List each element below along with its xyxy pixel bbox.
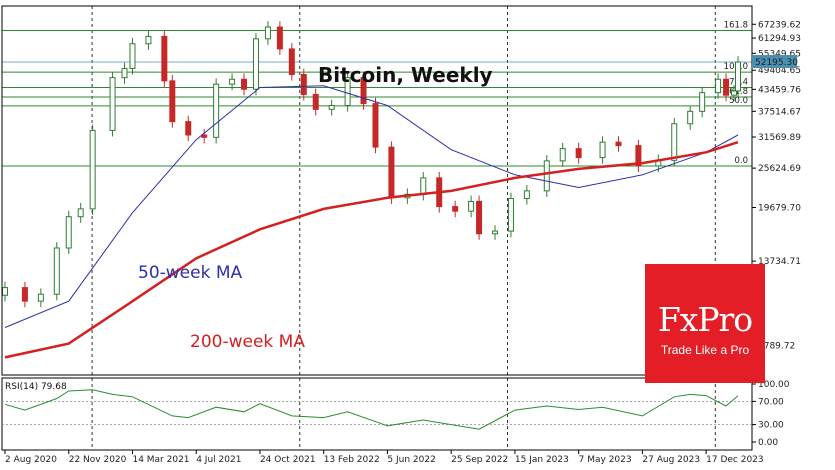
date-tick-label: 25 Sep 2022 — [451, 455, 508, 465]
ma200-label: 200-week MA — [190, 332, 305, 352]
candle-body — [201, 134, 208, 138]
candle-body — [735, 61, 741, 92]
rsi-tick-label: 100.00 — [758, 380, 790, 390]
candle-body — [360, 77, 367, 105]
date-tick-label: 4 Jul 2021 — [196, 455, 241, 465]
fib-level-label: 161.8 — [724, 20, 748, 30]
date-tick-label: 13 Feb 2022 — [324, 455, 380, 465]
candle-body — [388, 146, 395, 199]
moving-averages — [4, 85, 739, 359]
price-tick-label: 49404.65 — [758, 66, 801, 76]
candle-body — [523, 190, 530, 200]
current-price-label: 52195.30 — [755, 58, 798, 68]
date-tick-label: 24 Oct 2021 — [260, 455, 316, 465]
price-tick-label: 13734.71 — [758, 257, 801, 267]
logo-tagline: Trade Like a Pro — [660, 343, 750, 357]
main-plot-frame — [1, 5, 753, 376]
ma200-line — [4, 141, 739, 359]
candle-body — [2, 287, 8, 296]
rsi-tick-label: 70.00 — [758, 397, 784, 407]
rsi-panel: 100.00 70.00 30.00 0.00 — [2, 380, 790, 448]
candle-body — [452, 206, 459, 212]
axes: 67239.62 61294.93 55349.65 49404.65 43459.76… — [1, 5, 801, 465]
candle-body — [507, 198, 514, 232]
fib-level-label: 61.8 — [729, 87, 748, 97]
ma50-line — [4, 85, 739, 328]
candlestick-series — [2, 21, 741, 308]
fib-level-label: 50.0 — [729, 96, 748, 106]
date-tick-label: 5 Jun 2022 — [387, 455, 435, 465]
date-tick-label: 17 Dec 2023 — [706, 455, 764, 465]
price-tick-label: 25624.69 — [758, 164, 801, 174]
candle-body — [185, 121, 192, 136]
candle-body — [344, 77, 351, 106]
candle-body — [213, 83, 220, 138]
fxpro-logo: FxPro Trade Like a Pro — [645, 264, 765, 383]
candle-body — [288, 48, 295, 76]
price-tick-label: 55349.65 — [758, 49, 801, 59]
candle-body — [77, 208, 84, 218]
rsi-label: RSI(14) 79.68 — [5, 382, 67, 392]
candle-body — [145, 35, 152, 45]
price-tick-label: 37514.67 — [758, 107, 801, 117]
price-tick-label: 43459.76 — [758, 85, 801, 95]
date-tick-label: 27 Aug 2023 — [642, 455, 700, 465]
candle-body — [264, 26, 271, 40]
candle-body — [635, 145, 642, 167]
current-price-tag — [752, 55, 797, 69]
candle-body — [65, 216, 72, 249]
candle-body — [109, 77, 116, 131]
candle-body — [241, 78, 248, 90]
candle-body — [575, 148, 582, 159]
candle-body — [37, 293, 44, 302]
candle-body — [599, 141, 606, 159]
candle-body — [615, 141, 622, 147]
price-tick-label: 31569.89 — [758, 133, 801, 143]
candle-body — [723, 78, 730, 96]
rsi-plot-frame — [1, 377, 753, 451]
candle-body — [89, 129, 96, 210]
candle-body — [229, 78, 236, 85]
candle-body — [476, 200, 483, 235]
rsi-line — [4, 389, 739, 430]
candle-body — [129, 43, 136, 69]
candle-body — [300, 74, 307, 95]
date-tick-label: 2 Aug 2020 — [5, 455, 57, 465]
candle-body — [169, 80, 176, 123]
candle-body — [53, 247, 60, 295]
price-tick-label: 7789.72 — [758, 342, 795, 352]
candle-body — [161, 35, 168, 82]
candle-body — [468, 200, 475, 212]
chart-title: Bitcoin, Weekly — [318, 63, 493, 87]
fib-level-label: 0.0 — [734, 156, 748, 166]
candle-body — [276, 26, 283, 50]
price-tick-label: 61294.93 — [758, 34, 801, 44]
candle-body — [328, 104, 335, 110]
logo-brand: FxPro — [657, 300, 753, 339]
candle-body — [420, 177, 427, 195]
candle-body — [121, 67, 128, 79]
candle-body — [312, 93, 319, 110]
candle-body — [699, 92, 706, 112]
date-tick-label: 15 Jan 2023 — [515, 455, 569, 465]
price-tick-label: 19679.70 — [758, 203, 801, 213]
rsi-tick-label: 30.00 — [758, 421, 784, 431]
date-tick-label: 22 Nov 2020 — [69, 455, 127, 465]
candle-body — [687, 110, 694, 125]
candle-body — [372, 103, 379, 148]
price-tick-label: 67239.62 — [758, 20, 801, 30]
candle-body — [21, 287, 28, 302]
candle-body — [671, 123, 678, 161]
rsi-tick-label: 0.00 — [758, 438, 778, 448]
candle-body — [491, 230, 498, 235]
candle-body — [731, 90, 738, 96]
date-tick-label: 14 Mar 2021 — [132, 455, 189, 465]
candle-body — [715, 78, 722, 94]
candle-body — [252, 38, 259, 90]
date-tick-label: 7 May 2023 — [579, 455, 632, 465]
candle-body — [543, 160, 550, 192]
ma50-label: 50-week MA — [138, 263, 243, 283]
candle-body — [559, 148, 566, 162]
